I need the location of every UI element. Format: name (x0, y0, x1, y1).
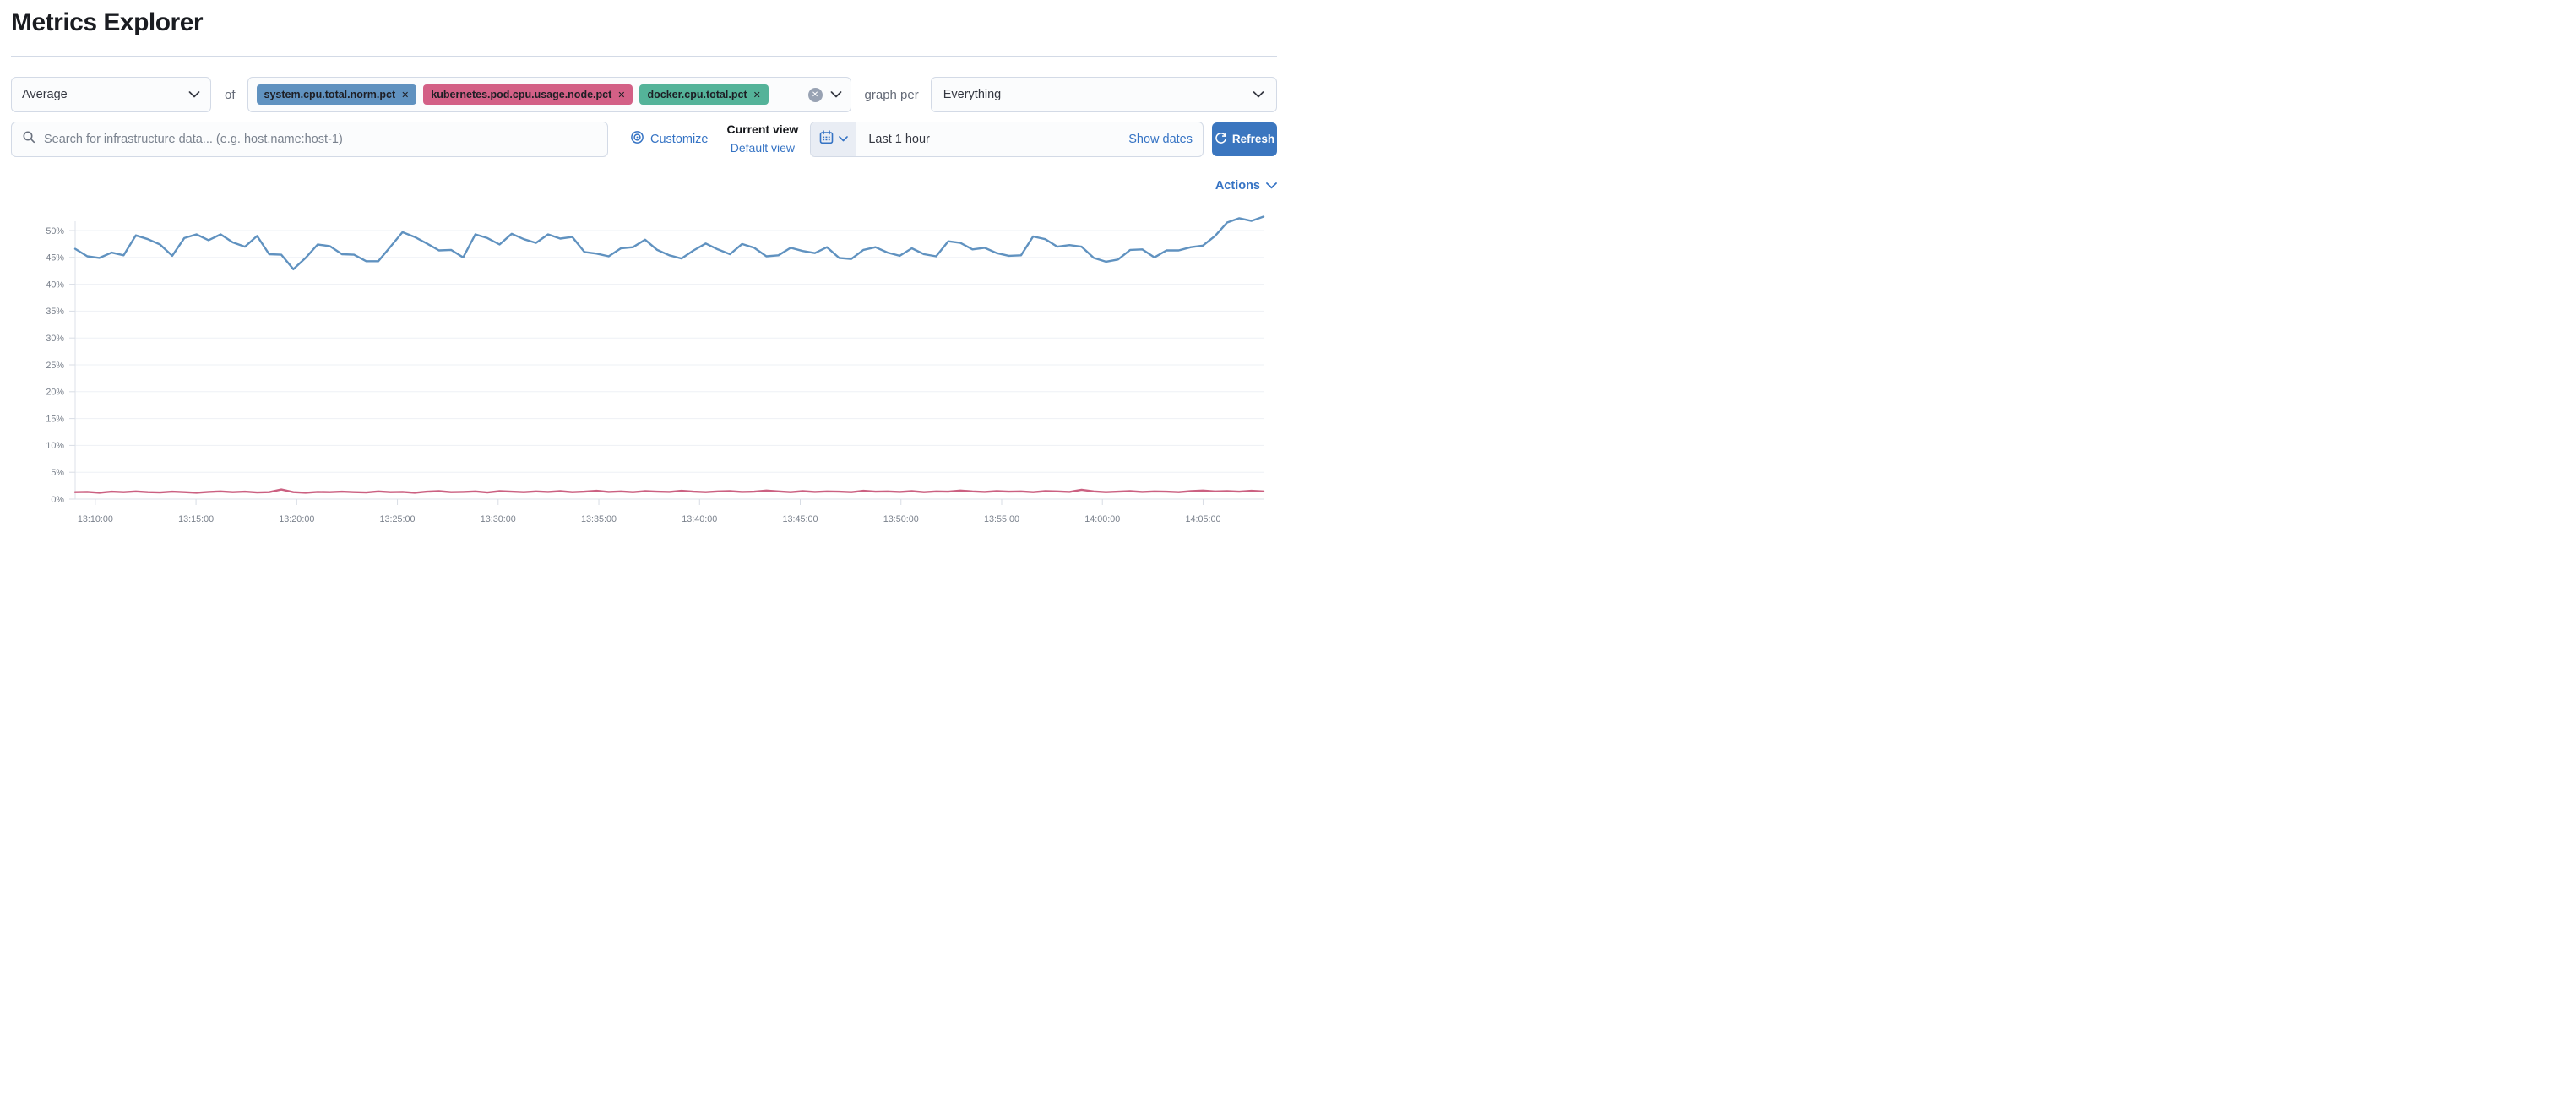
svg-text:30%: 30% (46, 334, 64, 344)
actions-menu-button[interactable]: Actions (1215, 179, 1277, 193)
refresh-icon (1215, 132, 1227, 147)
metric-tag[interactable]: docker.cpu.total.pct ✕ (639, 84, 769, 105)
view-switcher: Current view Default view (727, 121, 799, 157)
date-range-picker: Last 1 hour Show dates (810, 121, 1204, 157)
svg-text:5%: 5% (51, 468, 64, 478)
svg-text:15%: 15% (46, 415, 64, 425)
svg-text:14:00:00: 14:00:00 (1084, 514, 1120, 524)
clear-selection-button[interactable]: ✕ (807, 87, 823, 102)
remove-tag-icon[interactable]: ✕ (401, 90, 410, 100)
metrics-combobox[interactable]: system.cpu.total.norm.pct ✕ kubernetes.pod… (247, 77, 851, 112)
metrics-explorer-page: Metrics Explorer Average of system.cpu.t… (0, 0, 1288, 532)
actions-label: Actions (1215, 179, 1260, 193)
svg-text:13:15:00: 13:15:00 (178, 514, 214, 524)
metric-tag[interactable]: kubernetes.pod.cpu.usage.node.pct ✕ (423, 84, 633, 105)
chart-canvas: 0% 5% 10% 15% 20% 25% 30% 35% 40% 45% 50% 13:10:00 1… (46, 215, 1265, 524)
svg-text:13:20:00: 13:20:00 (279, 514, 314, 524)
svg-text:35%: 35% (46, 307, 64, 318)
customize-button[interactable]: Customize (630, 130, 709, 149)
svg-text:13:35:00: 13:35:00 (581, 514, 617, 524)
svg-text:13:10:00: 13:10:00 (78, 514, 113, 524)
svg-text:13:55:00: 13:55:00 (984, 514, 1019, 524)
svg-text:50%: 50% (46, 226, 64, 236)
group-by-value: Everything (943, 88, 1002, 101)
metrics-line-chart[interactable]: 0% 5% 10% 15% 20% 25% 30% 35% 40% 45% 50% 13:10:00 1… (11, 199, 1277, 532)
svg-text:13:30:00: 13:30:00 (481, 514, 516, 524)
svg-text:13:25:00: 13:25:00 (380, 514, 416, 524)
combobox-controls: ✕ (807, 87, 842, 102)
time-range-value[interactable]: Last 1 hour (868, 132, 930, 146)
aggregation-select[interactable]: Average (11, 77, 211, 112)
svg-text:45%: 45% (46, 253, 64, 263)
chevron-down-icon[interactable] (830, 91, 842, 98)
group-by-select[interactable]: Everything (930, 77, 1277, 112)
series-line-system.cpu.total.norm.pct (73, 215, 1265, 271)
svg-text:13:40:00: 13:40:00 (682, 514, 717, 524)
svg-text:40%: 40% (46, 280, 64, 291)
refresh-button[interactable]: Refresh (1212, 122, 1277, 156)
svg-text:10%: 10% (46, 442, 64, 452)
refresh-label: Refresh (1231, 133, 1275, 146)
page-title: Metrics Explorer (11, 8, 204, 36)
chevron-down-icon (1266, 182, 1277, 189)
svg-text:0%: 0% (51, 495, 64, 505)
remove-tag-icon[interactable]: ✕ (617, 90, 626, 100)
eye-icon (630, 130, 644, 149)
search-and-time-row: Customize Current view Default view Last… (11, 121, 1277, 157)
remove-tag-icon[interactable]: ✕ (753, 90, 761, 100)
quick-select-button[interactable] (811, 122, 857, 156)
calendar-icon (819, 130, 834, 148)
metric-tag[interactable]: system.cpu.total.norm.pct ✕ (256, 84, 417, 105)
header-divider (11, 56, 1277, 57)
search-field (11, 121, 608, 157)
default-view-link[interactable]: Default view (730, 140, 796, 155)
of-label: of (225, 87, 236, 102)
svg-text:13:45:00: 13:45:00 (782, 514, 818, 524)
show-dates-button[interactable]: Show dates (1128, 132, 1193, 146)
chevron-down-icon (839, 136, 849, 142)
search-icon (22, 130, 36, 148)
search-input[interactable] (44, 132, 597, 146)
metric-builder-row: Average of system.cpu.total.norm.pct ✕ kub… (11, 77, 1277, 112)
svg-text:25%: 25% (46, 361, 64, 371)
metric-tag-label: docker.cpu.total.pct (647, 89, 747, 100)
customize-label: Customize (650, 132, 709, 146)
svg-text:13:50:00: 13:50:00 (883, 514, 919, 524)
svg-text:14:05:00: 14:05:00 (1185, 514, 1220, 524)
metric-tag-label: system.cpu.total.norm.pct (264, 89, 396, 100)
metric-tag-label: kubernetes.pod.cpu.usage.node.pct (431, 89, 612, 100)
metric-tag-list: system.cpu.total.norm.pct ✕ kubernetes.pod… (256, 84, 808, 105)
graph-per-label: graph per (864, 87, 919, 102)
series-line-kubernetes.pod.cpu.usage.node.pct (73, 488, 1265, 494)
chevron-down-icon (1253, 91, 1264, 98)
chevron-down-icon (188, 91, 200, 98)
chart-toolbar: Actions (11, 179, 1277, 193)
svg-text:20%: 20% (46, 388, 64, 398)
current-view-label: Current view (726, 122, 799, 136)
aggregation-value: Average (22, 88, 68, 101)
